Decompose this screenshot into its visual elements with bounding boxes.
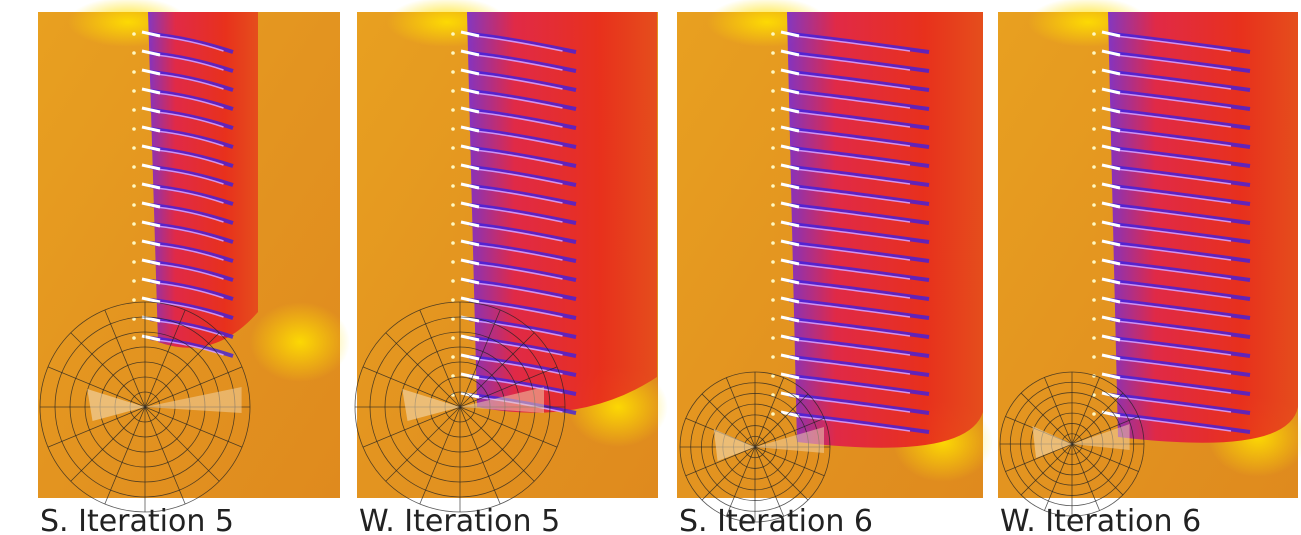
fin-dot <box>132 127 136 131</box>
fin-dot <box>1092 146 1096 150</box>
fin-dot <box>451 108 455 112</box>
fin-dot <box>1092 32 1096 36</box>
fin-dot <box>451 279 455 283</box>
fin-dot <box>132 32 136 36</box>
fin-dot <box>1092 203 1096 207</box>
fin-dot <box>132 241 136 245</box>
figure: S. Iteration 5 W. Iteration 5 S. Iteration… <box>0 0 1301 535</box>
wind-rose <box>355 302 565 512</box>
fin-dot <box>771 279 775 283</box>
panel-caption: W. Iteration 5 <box>359 504 560 535</box>
fin-dot <box>771 355 775 359</box>
panel <box>355 0 668 512</box>
fin-dot <box>451 89 455 93</box>
fin-dot <box>132 108 136 112</box>
fin-dot <box>1092 260 1096 264</box>
fin-dot <box>132 184 136 188</box>
fin-dot <box>132 336 136 340</box>
fin-dot <box>132 203 136 207</box>
fin-dot <box>1092 412 1096 416</box>
fin-dot <box>132 146 136 150</box>
fin-dot <box>771 298 775 302</box>
fin-dot <box>451 146 455 150</box>
fin-dot <box>771 412 775 416</box>
fin-dot <box>1092 165 1096 169</box>
fin-dot <box>132 70 136 74</box>
fin-dot <box>1092 51 1096 55</box>
fin-dot <box>451 241 455 245</box>
fin-dot <box>1092 317 1096 321</box>
wind-rose <box>40 302 250 512</box>
fin-dot <box>771 32 775 36</box>
fin-dot <box>1092 222 1096 226</box>
fin-dot <box>771 127 775 131</box>
fin-dot <box>771 241 775 245</box>
fin-dot <box>1092 241 1096 245</box>
fin-dot <box>451 51 455 55</box>
fin-dot <box>1092 89 1096 93</box>
fin-dot <box>771 70 775 74</box>
fin-dot <box>771 317 775 321</box>
fin-dot <box>132 298 136 302</box>
fin-dot <box>771 184 775 188</box>
fin-dot <box>132 89 136 93</box>
fin-dot <box>771 336 775 340</box>
fin-dot <box>1092 298 1096 302</box>
fin-dot <box>451 336 455 340</box>
wake-region <box>787 12 983 448</box>
fin-dot <box>771 260 775 264</box>
fin-dot <box>771 222 775 226</box>
fin-dot <box>771 51 775 55</box>
fin-dot <box>451 355 455 359</box>
fin-dot <box>1092 70 1096 74</box>
fin-dot <box>771 203 775 207</box>
fin-dot <box>771 146 775 150</box>
fin-dot <box>451 127 455 131</box>
fin-dot <box>451 70 455 74</box>
fin-dot <box>451 184 455 188</box>
fin-dot <box>1092 336 1096 340</box>
yellow-glow <box>250 302 350 382</box>
fin-dot <box>132 51 136 55</box>
fin-dot <box>1092 355 1096 359</box>
fin-dot <box>132 165 136 169</box>
wind-rose <box>680 372 830 522</box>
panel <box>677 0 993 522</box>
panel <box>38 0 350 512</box>
panel-caption: S. Iteration 5 <box>40 504 234 535</box>
fin-dot <box>451 32 455 36</box>
fin-dot <box>132 222 136 226</box>
fin-dot <box>771 165 775 169</box>
fin-dot <box>771 108 775 112</box>
fin-dot <box>451 298 455 302</box>
fin-dot <box>1092 108 1096 112</box>
panel <box>998 0 1301 516</box>
fin-dot <box>1092 279 1096 283</box>
fin-dot <box>132 260 136 264</box>
fin-dot <box>771 89 775 93</box>
fin-dot <box>451 165 455 169</box>
wind-rose <box>1000 372 1144 516</box>
fin-dot <box>451 260 455 264</box>
panel-caption: W. Iteration 6 <box>1000 504 1201 535</box>
fin-dot <box>1092 127 1096 131</box>
fin-dot <box>451 203 455 207</box>
panel-caption: S. Iteration 6 <box>679 504 873 535</box>
fin-dot <box>1092 184 1096 188</box>
panels <box>38 0 1301 522</box>
fin-dot <box>132 279 136 283</box>
fin-dot <box>451 222 455 226</box>
